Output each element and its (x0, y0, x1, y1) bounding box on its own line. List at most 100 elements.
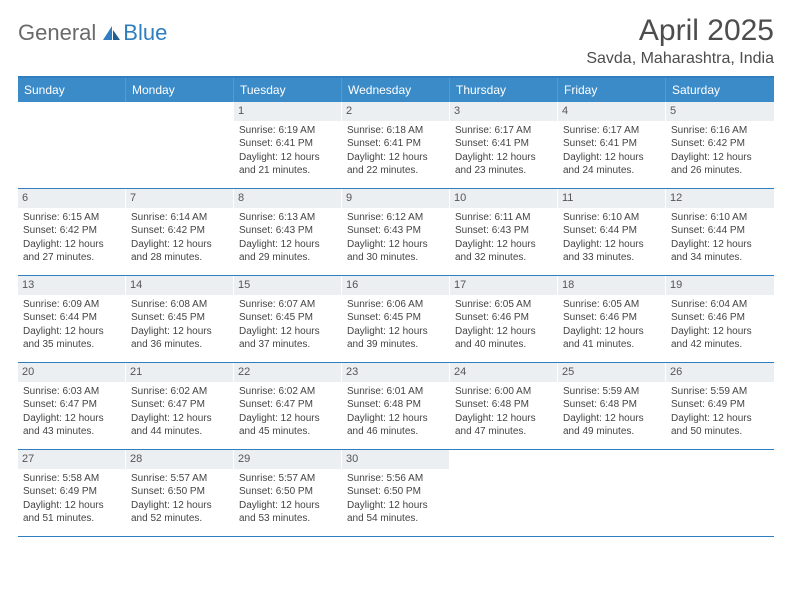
page-title: April 2025 (586, 14, 774, 48)
day-number: 15 (234, 276, 341, 295)
day-info: Sunrise: 6:13 AMSunset: 6:43 PMDaylight:… (239, 211, 336, 265)
day-number: 14 (126, 276, 233, 295)
day-cell (18, 102, 126, 188)
day-cell: 9Sunrise: 6:12 AMSunset: 6:43 PMDaylight… (342, 189, 450, 275)
day-number: 2 (342, 102, 449, 121)
day-info: Sunrise: 6:08 AMSunset: 6:45 PMDaylight:… (131, 298, 228, 352)
week-row: 20Sunrise: 6:03 AMSunset: 6:47 PMDayligh… (18, 363, 774, 450)
day-info: Sunrise: 5:58 AMSunset: 6:49 PMDaylight:… (23, 472, 120, 526)
day-info: Sunrise: 6:10 AMSunset: 6:44 PMDaylight:… (563, 211, 660, 265)
day-info: Sunrise: 6:03 AMSunset: 6:47 PMDaylight:… (23, 385, 120, 439)
day-info: Sunrise: 6:01 AMSunset: 6:48 PMDaylight:… (347, 385, 444, 439)
day-info: Sunrise: 6:19 AMSunset: 6:41 PMDaylight:… (239, 124, 336, 178)
week-row: 6 Sunrise: 6:15 AMSunset: 6:42 PMDaylight… (18, 189, 774, 276)
day-info: Sunrise: 6:10 AMSunset: 6:44 PMDaylight:… (671, 211, 769, 265)
day-cell: 5Sunrise: 6:16 AMSunset: 6:42 PMDaylight… (666, 102, 774, 188)
day-cell (126, 102, 234, 188)
logo-text-general: General (18, 20, 96, 46)
day-number: 21 (126, 363, 233, 382)
day-cell: 16Sunrise: 6:06 AMSunset: 6:45 PMDayligh… (342, 276, 450, 362)
day-info: Sunrise: 6:12 AMSunset: 6:43 PMDaylight:… (347, 211, 444, 265)
day-number: 27 (18, 450, 125, 469)
day-number: 12 (666, 189, 774, 208)
day-number: 26 (666, 363, 774, 382)
day-cell: 4 Sunrise: 6:17 AMSunset: 6:41 PMDaylight… (558, 102, 666, 188)
logo: General Blue (18, 14, 167, 46)
weekday-header: Tuesday (234, 78, 342, 102)
day-cell (666, 450, 774, 536)
day-number: 17 (450, 276, 557, 295)
day-info: Sunrise: 5:57 AMSunset: 6:50 PMDaylight:… (131, 472, 228, 526)
logo-text-blue: Blue (123, 20, 167, 46)
day-number: 4 (558, 102, 665, 121)
day-cell: 7 Sunrise: 6:14 AMSunset: 6:42 PMDaylight… (126, 189, 234, 275)
weekday-header: Wednesday (342, 78, 450, 102)
day-cell: 21 Sunrise: 6:02 AMSunset: 6:47 PMDayligh… (126, 363, 234, 449)
day-number: 29 (234, 450, 341, 469)
day-cell: 27 Sunrise: 5:58 AMSunset: 6:49 PMDayligh… (18, 450, 126, 536)
day-number: 7 (126, 189, 233, 208)
day-number: 10 (450, 189, 557, 208)
day-cell: 23 Sunrise: 6:01 AMSunset: 6:48 PMDayligh… (342, 363, 450, 449)
day-info: Sunrise: 6:17 AMSunset: 6:41 PMDaylight:… (455, 124, 552, 178)
day-number: 23 (342, 363, 449, 382)
header-bar: General Blue April 2025 Savda, Maharasht… (18, 14, 774, 68)
day-info: Sunrise: 6:05 AMSunset: 6:46 PMDaylight:… (455, 298, 552, 352)
day-info: Sunrise: 6:17 AMSunset: 6:41 PMDaylight:… (563, 124, 660, 178)
week-row: 1Sunrise: 6:19 AMSunset: 6:41 PMDaylight… (18, 102, 774, 189)
day-info: Sunrise: 6:11 AMSunset: 6:43 PMDaylight:… (455, 211, 552, 265)
day-info: Sunrise: 6:02 AMSunset: 6:47 PMDaylight:… (131, 385, 228, 439)
day-cell: 24Sunrise: 6:00 AMSunset: 6:48 PMDayligh… (450, 363, 558, 449)
week-row: 27 Sunrise: 5:58 AMSunset: 6:49 PMDayligh… (18, 450, 774, 537)
day-cell: 25Sunrise: 5:59 AMSunset: 6:48 PMDayligh… (558, 363, 666, 449)
day-cell: 19 Sunrise: 6:04 AMSunset: 6:46 PMDayligh… (666, 276, 774, 362)
day-info: Sunrise: 5:59 AMSunset: 6:48 PMDaylight:… (563, 385, 660, 439)
day-number: 8 (234, 189, 341, 208)
day-cell: 12 Sunrise: 6:10 AMSunset: 6:44 PMDayligh… (666, 189, 774, 275)
day-info: Sunrise: 6:02 AMSunset: 6:47 PMDaylight:… (239, 385, 336, 439)
day-cell: 3 Sunrise: 6:17 AMSunset: 6:41 PMDaylight… (450, 102, 558, 188)
day-cell: 18 Sunrise: 6:05 AMSunset: 6:46 PMDayligh… (558, 276, 666, 362)
day-number: 3 (450, 102, 557, 121)
calendar-grid: Sunday Monday Tuesday Wednesday Thursday… (18, 76, 774, 537)
day-info: Sunrise: 5:56 AMSunset: 6:50 PMDaylight:… (347, 472, 444, 526)
day-number: 28 (126, 450, 233, 469)
day-info: Sunrise: 6:04 AMSunset: 6:46 PMDaylight:… (671, 298, 769, 352)
day-cell: 10 Sunrise: 6:11 AMSunset: 6:43 PMDayligh… (450, 189, 558, 275)
week-row: 13Sunrise: 6:09 AMSunset: 6:44 PMDayligh… (18, 276, 774, 363)
day-cell: 30Sunrise: 5:56 AMSunset: 6:50 PMDayligh… (342, 450, 450, 536)
day-cell: 26 Sunrise: 5:59 AMSunset: 6:49 PMDayligh… (666, 363, 774, 449)
day-cell: 1Sunrise: 6:19 AMSunset: 6:41 PMDaylight… (234, 102, 342, 188)
day-cell: 8 Sunrise: 6:13 AMSunset: 6:43 PMDaylight… (234, 189, 342, 275)
title-block: April 2025 Savda, Maharashtra, India (586, 14, 774, 68)
day-cell: 15 Sunrise: 6:07 AMSunset: 6:45 PMDayligh… (234, 276, 342, 362)
day-number: 19 (666, 276, 774, 295)
day-number: 16 (342, 276, 449, 295)
day-cell: 6 Sunrise: 6:15 AMSunset: 6:42 PMDaylight… (18, 189, 126, 275)
day-info: Sunrise: 5:57 AMSunset: 6:50 PMDaylight:… (239, 472, 336, 526)
logo-sail-icon (101, 24, 121, 42)
day-info: Sunrise: 5:59 AMSunset: 6:49 PMDaylight:… (671, 385, 769, 439)
day-number: 6 (18, 189, 125, 208)
day-info: Sunrise: 6:00 AMSunset: 6:48 PMDaylight:… (455, 385, 552, 439)
day-cell: 20Sunrise: 6:03 AMSunset: 6:47 PMDayligh… (18, 363, 126, 449)
day-cell: 13Sunrise: 6:09 AMSunset: 6:44 PMDayligh… (18, 276, 126, 362)
day-info: Sunrise: 6:05 AMSunset: 6:46 PMDaylight:… (563, 298, 660, 352)
weekday-header: Monday (126, 78, 234, 102)
day-number: 22 (234, 363, 341, 382)
day-info: Sunrise: 6:07 AMSunset: 6:45 PMDaylight:… (239, 298, 336, 352)
day-number: 11 (558, 189, 665, 208)
day-number: 18 (558, 276, 665, 295)
day-cell: 14 Sunrise: 6:08 AMSunset: 6:45 PMDayligh… (126, 276, 234, 362)
location-text: Savda, Maharashtra, India (586, 50, 774, 68)
day-cell: 28 Sunrise: 5:57 AMSunset: 6:50 PMDayligh… (126, 450, 234, 536)
weekday-header-row: Sunday Monday Tuesday Wednesday Thursday… (18, 78, 774, 102)
day-info: Sunrise: 6:15 AMSunset: 6:42 PMDaylight:… (23, 211, 120, 265)
day-cell: 11 Sunrise: 6:10 AMSunset: 6:44 PMDayligh… (558, 189, 666, 275)
day-info: Sunrise: 6:16 AMSunset: 6:42 PMDaylight:… (671, 124, 769, 178)
day-info: Sunrise: 6:09 AMSunset: 6:44 PMDaylight:… (23, 298, 120, 352)
day-cell: 2 Sunrise: 6:18 AMSunset: 6:41 PMDaylight… (342, 102, 450, 188)
day-cell: 29 Sunrise: 5:57 AMSunset: 6:50 PMDayligh… (234, 450, 342, 536)
day-info: Sunrise: 6:18 AMSunset: 6:41 PMDaylight:… (347, 124, 444, 178)
day-info: Sunrise: 6:14 AMSunset: 6:42 PMDaylight:… (131, 211, 228, 265)
